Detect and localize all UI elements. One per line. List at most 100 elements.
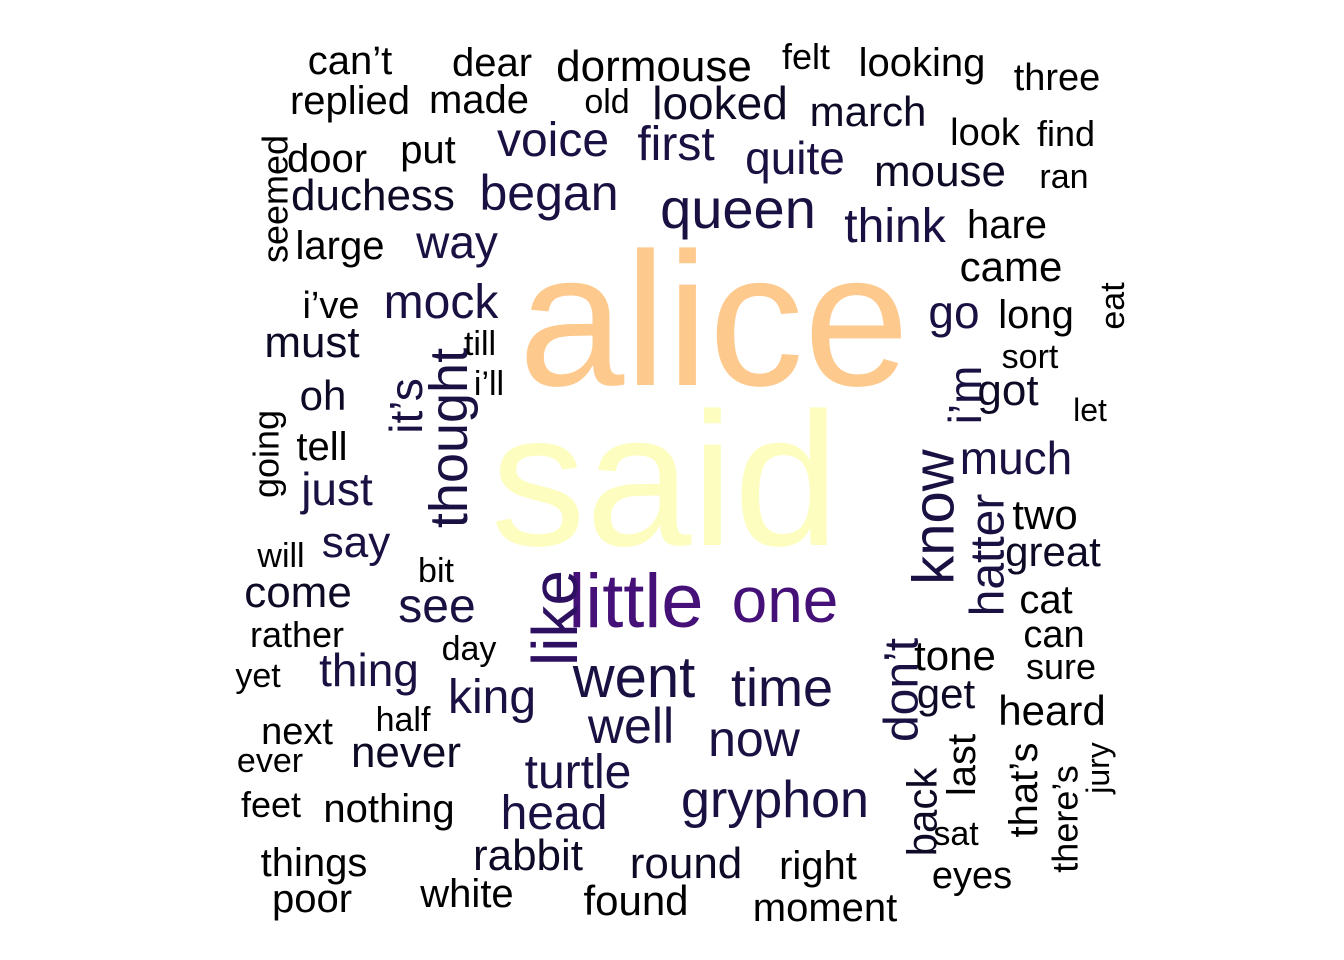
word-90: old xyxy=(584,83,629,121)
word-99: eat xyxy=(1094,282,1132,330)
word-25: much xyxy=(960,432,1072,484)
word-83: there’s xyxy=(1045,765,1086,872)
word-79: next xyxy=(261,711,333,753)
word-8: thought xyxy=(419,348,479,528)
word-71: things xyxy=(261,841,368,885)
word-70: can’t xyxy=(308,39,393,83)
word-82: sure xyxy=(1026,646,1096,687)
word-23: see xyxy=(398,580,475,633)
word-6: know xyxy=(902,448,967,585)
word-67: replied xyxy=(290,79,410,123)
word-45: oh xyxy=(300,372,347,419)
word-22: looked xyxy=(652,77,788,129)
word-56: nothing xyxy=(323,787,454,831)
word-40: come xyxy=(244,568,352,617)
word-92: half xyxy=(376,701,431,739)
word-10: gryphon xyxy=(681,771,869,829)
word-47: dormouse xyxy=(556,42,752,91)
word-60: put xyxy=(400,128,456,172)
word-63: cat xyxy=(1019,578,1072,622)
word-3: one xyxy=(732,564,839,636)
word-101: jury xyxy=(1080,742,1116,795)
word-18: hatter xyxy=(962,494,1015,617)
word-74: find xyxy=(1037,113,1095,154)
word-9: time xyxy=(731,658,833,718)
word-11: began xyxy=(479,165,618,221)
word-48: came xyxy=(960,243,1063,290)
word-64: can xyxy=(1023,614,1084,656)
word-0: alice xyxy=(519,214,910,426)
word-89: yet xyxy=(235,657,281,695)
word-43: great xyxy=(1005,528,1101,575)
word-53: two xyxy=(1012,491,1077,538)
word-12: well xyxy=(587,698,674,754)
word-87: sort xyxy=(1002,338,1059,376)
word-15: turtle xyxy=(525,746,632,799)
word-100: let xyxy=(1073,392,1107,428)
word-27: head xyxy=(501,787,608,840)
word-39: mouse xyxy=(874,147,1006,196)
word-50: tone xyxy=(914,632,996,679)
word-77: eyes xyxy=(932,855,1012,897)
word-98: ever xyxy=(237,742,303,780)
word-59: looking xyxy=(859,41,986,85)
word-96: bit xyxy=(418,552,454,590)
word-1: said xyxy=(491,374,840,586)
word-52: hare xyxy=(967,203,1047,247)
word-78: that’s xyxy=(1002,743,1046,838)
word-91: will xyxy=(256,537,304,575)
word-38: duchess xyxy=(291,171,455,220)
word-54: tell xyxy=(296,425,347,469)
word-72: poor xyxy=(272,877,352,921)
word-73: look xyxy=(950,112,1021,154)
word-57: right xyxy=(779,844,857,888)
word-24: it’s xyxy=(380,378,432,433)
word-88: ran xyxy=(1039,158,1088,196)
word-68: made xyxy=(429,78,529,122)
word-36: round xyxy=(630,839,743,888)
word-21: quite xyxy=(745,132,845,184)
word-80: seemed xyxy=(255,135,296,263)
word-19: voice xyxy=(497,114,609,167)
word-58: moment xyxy=(753,886,898,930)
word-33: just xyxy=(299,463,373,515)
word-94: till xyxy=(464,325,496,363)
word-5: went xyxy=(572,645,696,710)
word-86: feet xyxy=(241,784,301,825)
word-97: sat xyxy=(933,815,979,853)
word-61: large xyxy=(296,224,385,268)
word-76: i’ve xyxy=(302,285,359,327)
word-95: i’ll xyxy=(474,365,504,403)
word-20: first xyxy=(637,118,714,171)
word-16: king xyxy=(448,671,536,724)
word-44: must xyxy=(264,318,359,367)
word-42: get xyxy=(917,670,976,717)
word-62: white xyxy=(419,872,513,916)
word-29: way xyxy=(415,216,498,268)
word-51: found xyxy=(583,877,688,924)
word-49: heard xyxy=(998,687,1105,734)
word-41: march xyxy=(810,88,927,135)
word-84: felt xyxy=(782,36,830,77)
word-26: i’m xyxy=(939,366,991,425)
word-4: like xyxy=(519,570,591,666)
word-2: little xyxy=(568,559,703,644)
word-65: three xyxy=(1014,57,1101,99)
word-32: thing xyxy=(319,644,419,696)
word-46: back xyxy=(899,767,946,857)
word-55: long xyxy=(998,293,1074,337)
word-85: going xyxy=(246,410,287,498)
word-69: dear xyxy=(452,41,532,85)
word-31: say xyxy=(322,518,390,567)
word-66: door xyxy=(287,137,367,181)
word-75: last xyxy=(940,734,984,796)
word-81: rather xyxy=(250,614,344,655)
word-35: rabbit xyxy=(473,831,583,880)
word-34: never xyxy=(351,728,461,777)
word-17: mock xyxy=(384,276,500,329)
word-13: now xyxy=(708,711,801,767)
word-30: go xyxy=(928,286,979,338)
word-14: don’t xyxy=(876,638,929,742)
word-37: got xyxy=(977,366,1038,415)
